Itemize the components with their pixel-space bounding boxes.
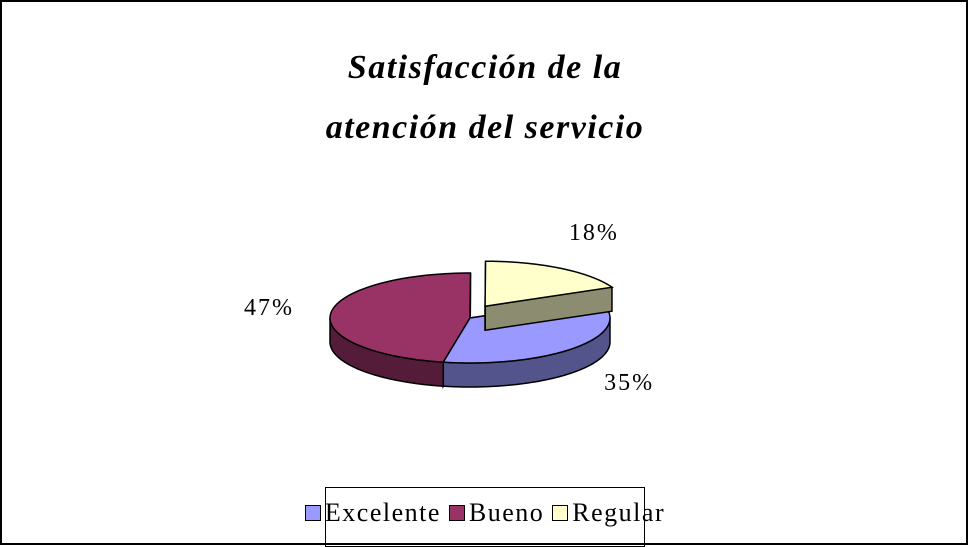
data-label: 35% [604, 370, 654, 396]
legend-label: Regular [572, 498, 665, 528]
legend-item: Bueno [449, 498, 544, 528]
legend-label: Excelente [325, 498, 441, 528]
legend-swatch [449, 505, 465, 521]
data-label: 47% [244, 295, 294, 321]
legend-swatch [305, 505, 321, 521]
legend-swatch [552, 505, 568, 521]
data-label: 18% [569, 220, 619, 246]
legend-item: Regular [552, 498, 665, 528]
legend-label: Bueno [469, 498, 544, 528]
legend-item: Excelente [305, 498, 441, 528]
